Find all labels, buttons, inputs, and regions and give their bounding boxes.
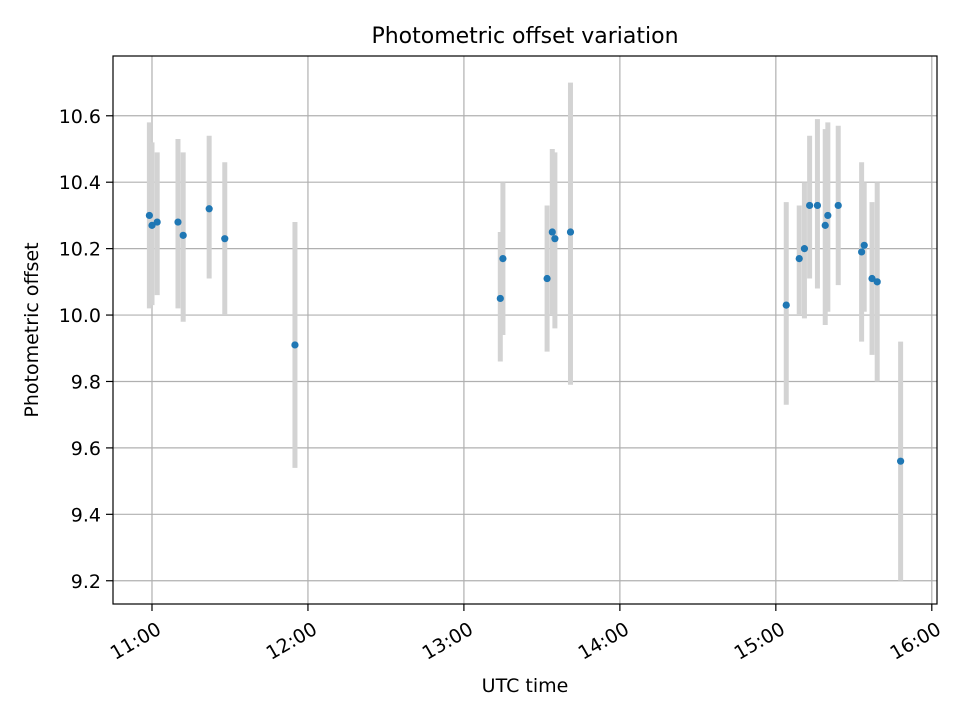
data-point bbox=[221, 235, 229, 243]
y-axis-ticks: 9.2 9.4 9.6 9.8 10.0 10.2 10.4 10.6 bbox=[59, 106, 113, 593]
y-tick-label: 10.2 bbox=[59, 239, 101, 261]
chart-title: Photometric offset variation bbox=[371, 24, 678, 49]
data-point bbox=[499, 254, 507, 263]
data-point bbox=[897, 457, 905, 465]
y-tick-label: 10.4 bbox=[59, 172, 101, 194]
data-point bbox=[821, 221, 829, 229]
data-point bbox=[858, 248, 866, 256]
data-point bbox=[179, 231, 187, 239]
data-point bbox=[813, 201, 822, 210]
data-point bbox=[153, 218, 161, 226]
data-point bbox=[551, 235, 559, 243]
data-point bbox=[873, 278, 881, 286]
data-point bbox=[868, 274, 876, 283]
data-points bbox=[145, 201, 905, 465]
x-axis-label: UTC time bbox=[482, 675, 569, 697]
y-tick-label: 9.6 bbox=[71, 438, 101, 460]
y-tick-label: 10.0 bbox=[59, 305, 101, 327]
plot-frame bbox=[112, 55, 938, 605]
y-tick-label: 10.6 bbox=[59, 106, 101, 128]
data-point bbox=[205, 205, 213, 213]
y-tick-label: 9.2 bbox=[71, 571, 101, 593]
data-point bbox=[860, 241, 868, 249]
data-point bbox=[566, 228, 575, 236]
data-point bbox=[782, 301, 790, 309]
data-point bbox=[834, 201, 842, 210]
data-point bbox=[174, 218, 182, 226]
data-point bbox=[548, 228, 556, 236]
data-point bbox=[148, 221, 156, 229]
y-axis-label: Photometric offset bbox=[21, 242, 43, 417]
data-point bbox=[496, 294, 504, 303]
y-tick-label: 9.8 bbox=[71, 371, 101, 393]
data-point bbox=[543, 274, 551, 283]
data-point bbox=[824, 211, 832, 220]
data-point bbox=[800, 245, 809, 253]
data-point bbox=[795, 254, 803, 263]
data-point bbox=[291, 341, 299, 349]
data-point bbox=[806, 201, 814, 210]
y-tick-label: 9.4 bbox=[71, 504, 101, 526]
grid-lines bbox=[113, 56, 937, 604]
data-point bbox=[145, 211, 153, 220]
